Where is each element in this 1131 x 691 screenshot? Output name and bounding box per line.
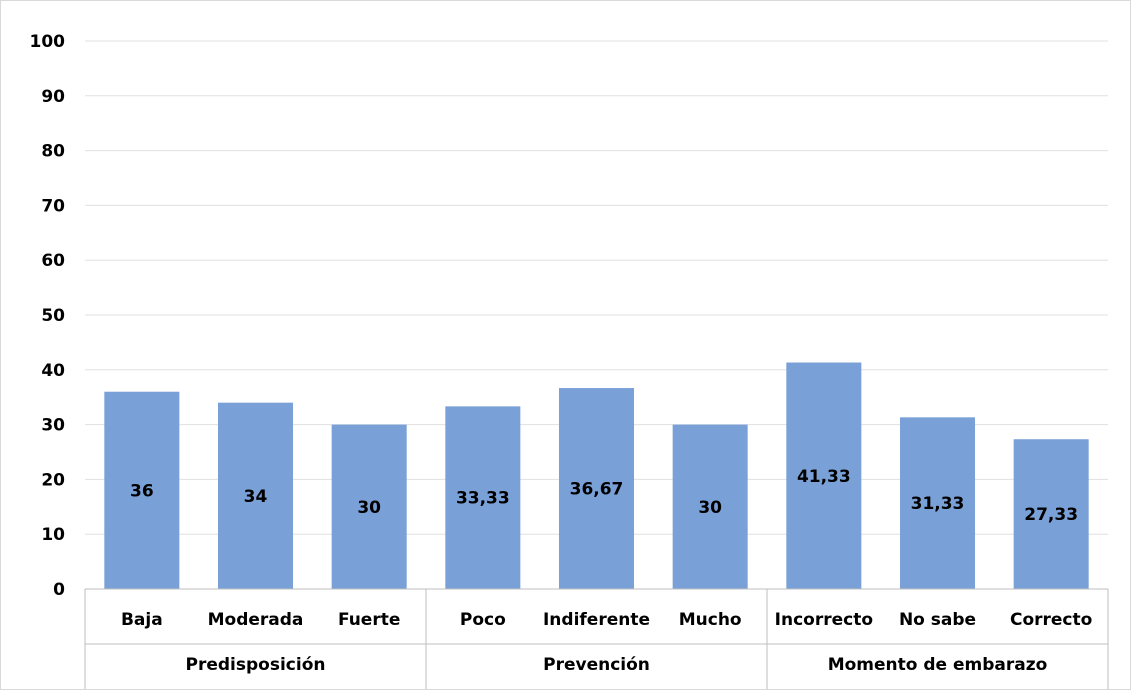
x-category-label: Correcto: [1010, 610, 1092, 630]
data-label: 27,33: [1024, 505, 1078, 525]
x-category-label: Incorrecto: [775, 610, 873, 630]
data-labels: 36 34 30 33,33 36,67 30 41,33 31,33 27,33: [130, 467, 1078, 525]
bar: [786, 362, 862, 589]
data-label: 30: [357, 498, 381, 518]
y-tick-label: 60: [41, 251, 65, 271]
bar: [104, 391, 180, 589]
x-category-label: Indiferente: [543, 610, 650, 630]
bar: [1013, 439, 1089, 589]
y-tick-label: 30: [41, 416, 65, 436]
x-group-label: Predisposición: [186, 655, 326, 675]
y-tick-label: 0: [53, 580, 65, 600]
bar: [217, 402, 294, 589]
x-category-label: No sabe: [899, 610, 976, 630]
y-tick-label: 90: [41, 87, 65, 107]
x-category-label: Moderada: [208, 610, 304, 630]
bar: [331, 424, 407, 589]
bar: [558, 388, 635, 589]
data-label: 36: [130, 481, 154, 501]
y-tick-label: 100: [30, 32, 66, 52]
data-label: 31,33: [911, 494, 965, 514]
x-group-label: Momento de embarazo: [828, 655, 1048, 675]
bar: [899, 417, 976, 589]
y-tick-label: 20: [41, 470, 65, 490]
data-label: 34: [244, 487, 268, 507]
x-category-label: Mucho: [679, 610, 742, 630]
y-tick-label: 50: [41, 306, 65, 326]
x-category-label: Fuerte: [338, 610, 400, 630]
bar: [445, 406, 521, 589]
y-tick-label: 40: [41, 361, 65, 381]
x-axis: Baja Moderada Fuerte Predisposición Poco Indi…: [84, 588, 1109, 689]
x-group-label: Prevención: [543, 655, 650, 675]
y-tick-label: 10: [41, 525, 65, 545]
y-axis-ticks: 0 10 20 30 40 50 60 70 80 90 100: [30, 32, 66, 600]
data-label: 30: [698, 498, 722, 518]
bars: [104, 362, 1089, 589]
x-category-label: Baja: [121, 610, 163, 630]
y-tick-label: 80: [41, 142, 65, 162]
y-tick-label: 70: [41, 196, 65, 216]
data-label: 41,33: [797, 467, 851, 487]
data-label: 36,67: [570, 480, 624, 500]
x-category-label: Poco: [460, 610, 506, 630]
bar: [672, 424, 748, 589]
data-label: 33,33: [456, 489, 510, 509]
